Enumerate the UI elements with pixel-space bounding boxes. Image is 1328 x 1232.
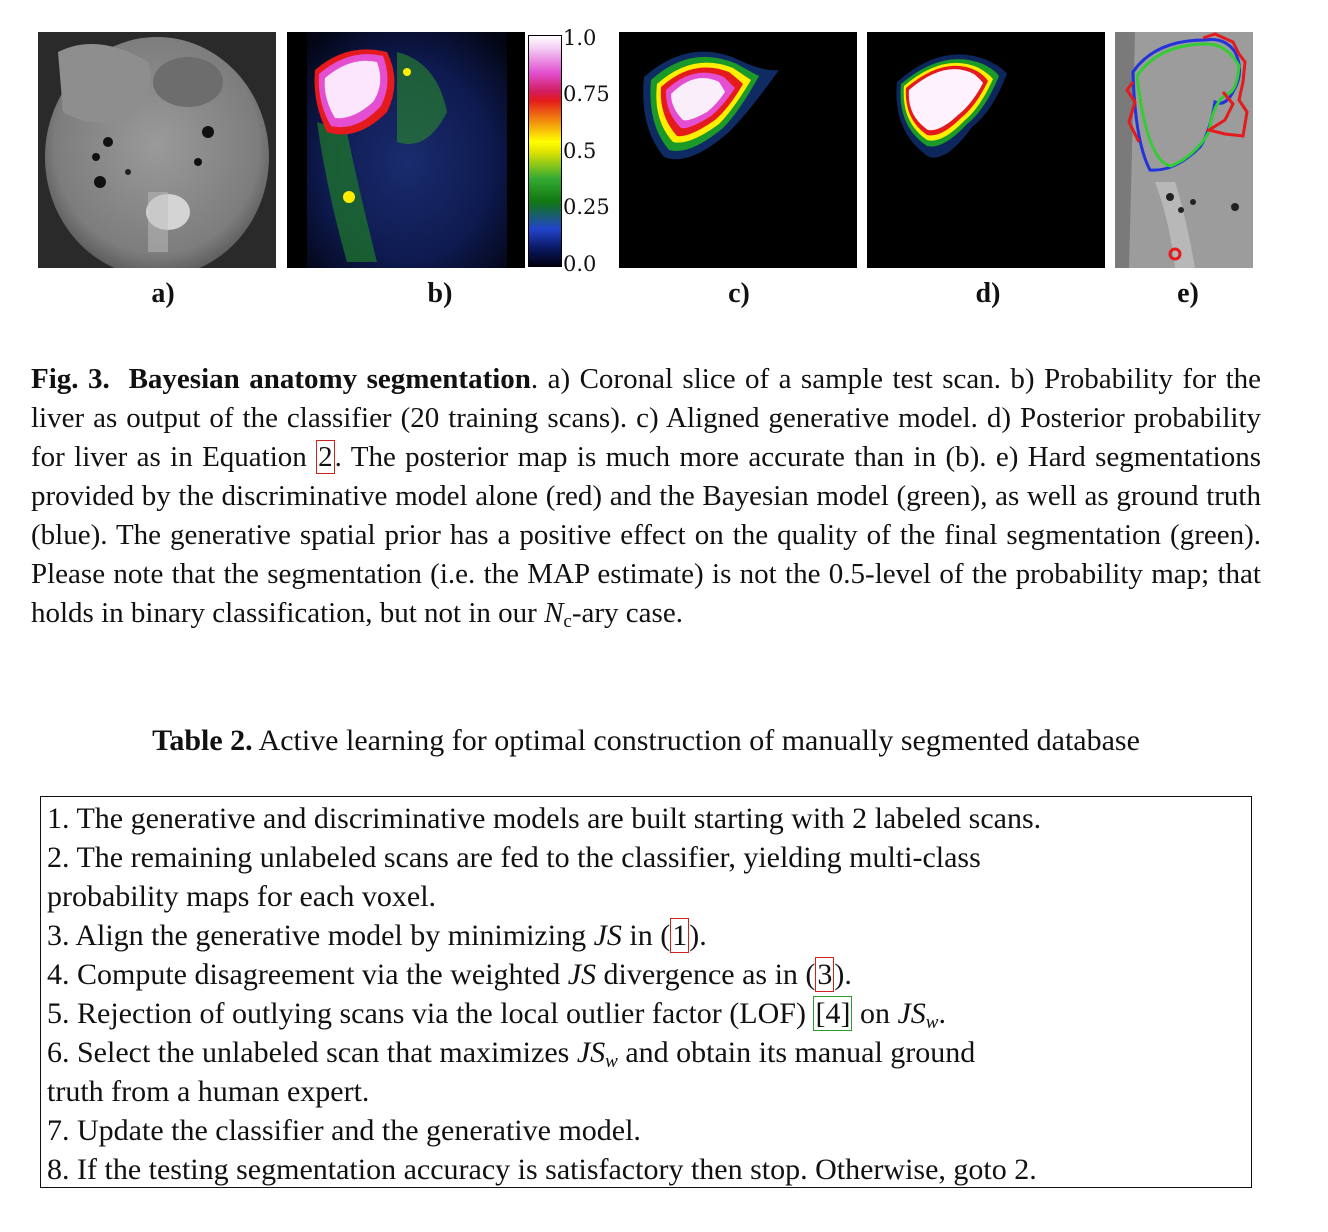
step-7: 7. Update the classifier and the generat…: [47, 1114, 641, 1147]
step-5: 5. Rejection of outlying scans via the l…: [47, 994, 1245, 1033]
step-5-sub: w: [925, 1012, 939, 1033]
panel-label-e: e): [1177, 278, 1199, 309]
table-title: Table 2. Active learning for optimal con…: [0, 724, 1292, 758]
step-6-sub: w: [605, 1051, 618, 1072]
step-2a: 2. The remaining unlabeled scans are fed…: [47, 841, 981, 874]
table-title-text: Active learning for optimal construction…: [258, 724, 1140, 757]
panel-label-c: c): [728, 278, 750, 309]
step-6b: truth from a human expert.: [47, 1075, 370, 1108]
step-2b: probability maps for each voxel.: [47, 880, 437, 913]
panel-c-generative-model: [619, 32, 857, 268]
algorithm-box: 1. The generative and discriminative mod…: [40, 796, 1252, 1188]
step-3-mid: in (: [621, 919, 671, 952]
step-3-math: JS: [593, 919, 622, 952]
step-4-mid: divergence as in (: [596, 958, 816, 991]
caption-text-1: . a) Coronal slice of a sample test scan…: [31, 363, 1262, 473]
caption-text-2: . The posterior map is much more accurat…: [31, 441, 1261, 629]
step-6: 6. Select the unlabeled scan that maximi…: [47, 1033, 1245, 1072]
panel-e-segmentations: [1115, 32, 1253, 268]
step-5-post: .: [938, 997, 946, 1030]
step-4-ref-link[interactable]: 3: [815, 957, 835, 992]
step-6-math: JS: [576, 1036, 606, 1069]
step-4-math: JS: [567, 958, 597, 991]
step-3-text: 3. Align the generative model by minimiz…: [47, 919, 594, 952]
colorbar-tick-05: 0.5: [563, 139, 597, 163]
colorbar-tick-1: 1.0: [563, 26, 597, 50]
panel-label-b: b): [427, 278, 453, 309]
step-4-text: 4. Compute disagreement via the weighted: [47, 958, 568, 991]
step-5-math: JS: [897, 997, 926, 1030]
panel-b-classifier-probability: [287, 32, 525, 268]
step-5-citation-link[interactable]: [4]: [813, 996, 853, 1031]
step-1: 1. The generative and discriminative mod…: [47, 802, 1042, 835]
colorbar-tick-025: 0.25: [563, 195, 610, 219]
table-label: Table 2.: [152, 724, 253, 757]
step-3-ref-link[interactable]: 1: [670, 918, 690, 953]
step-3-post: ).: [689, 919, 707, 952]
panel-label-d: d): [975, 278, 1001, 309]
step-8: 8. If the testing segmentation accuracy …: [47, 1153, 1037, 1186]
step-5-text: 5. Rejection of outlying scans via the l…: [47, 997, 814, 1030]
colorbar-tick-0: 0.0: [563, 252, 597, 276]
step-5-mid: on: [852, 997, 898, 1030]
step-3: 3. Align the generative model by minimiz…: [47, 916, 1245, 955]
colorbar-tick-075: 0.75: [563, 82, 610, 106]
equation-ref-link[interactable]: 2: [316, 440, 335, 474]
step-4-post: ).: [834, 958, 852, 991]
caption-label: Fig. 3.: [31, 363, 110, 395]
step-6-post: and obtain its manual ground: [617, 1036, 976, 1069]
colorbar: [528, 35, 562, 267]
math-sub-c: c: [563, 611, 572, 632]
panel-d-posterior: [867, 32, 1105, 268]
panel-a-ct-slice: [38, 32, 276, 268]
step-4: 4. Compute disagreement via the weighted…: [47, 955, 1245, 994]
caption-title: Bayesian anatomy segmentation: [128, 363, 531, 395]
figure-caption: Fig. 3. Bayesian anatomy segmentation. a…: [31, 360, 1261, 633]
math-N: N: [544, 597, 564, 629]
caption-text-3: -ary case.: [571, 597, 683, 629]
panel-label-a: a): [151, 278, 175, 309]
step-6-text: 6. Select the unlabeled scan that maximi…: [47, 1036, 577, 1069]
